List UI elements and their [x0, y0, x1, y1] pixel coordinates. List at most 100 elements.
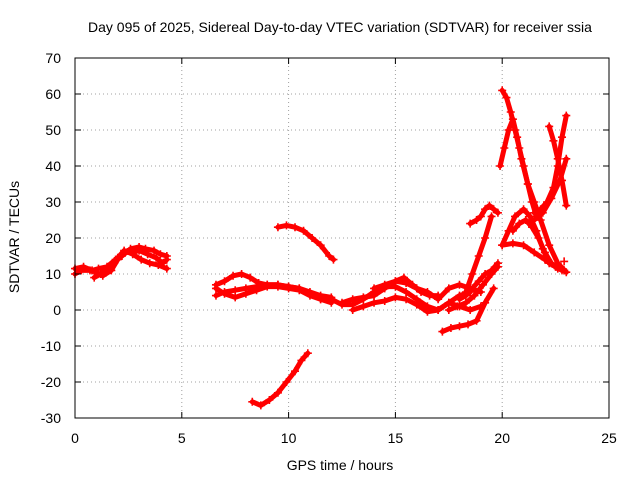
- data-point: [273, 388, 282, 397]
- data-point: [434, 295, 443, 304]
- data-point: [549, 136, 558, 145]
- data-point: [461, 298, 470, 307]
- data-point: [481, 270, 490, 278]
- data-point: [316, 241, 325, 250]
- data-point: [273, 223, 282, 232]
- data-point: [248, 397, 257, 406]
- data-point: [515, 219, 524, 228]
- data-point: [476, 212, 485, 221]
- data-point: [519, 205, 528, 214]
- data-point: [211, 291, 220, 300]
- data-point: [530, 216, 539, 224]
- series-trace: [91, 248, 170, 281]
- data-point: [468, 270, 477, 278]
- data-point: [540, 248, 549, 257]
- y-tick-label: 10: [45, 266, 61, 282]
- data-point: [562, 111, 571, 120]
- data-point: [359, 302, 368, 311]
- data-point: [303, 349, 312, 358]
- y-tick-label: -30: [41, 410, 61, 426]
- x-tick-label: 25: [601, 430, 617, 446]
- series-group: [71, 86, 571, 410]
- data-point: [282, 221, 291, 230]
- data-point: [273, 282, 282, 291]
- data-point: [237, 270, 246, 278]
- series-arc-7: [273, 221, 338, 264]
- data-point: [128, 250, 137, 259]
- data-point: [525, 212, 534, 221]
- data-point: [517, 154, 526, 163]
- data-point: [256, 401, 265, 410]
- data-point: [263, 282, 272, 291]
- x-tick-label: 20: [494, 430, 510, 446]
- data-point: [79, 262, 88, 271]
- data-point: [295, 286, 304, 295]
- data-point: [506, 108, 515, 116]
- data-point: [560, 266, 569, 275]
- data-point: [94, 264, 103, 273]
- y-tick-label: 50: [45, 122, 61, 138]
- data-point: [481, 298, 490, 307]
- data-point: [370, 284, 379, 293]
- data-point: [523, 180, 532, 188]
- data-point: [508, 239, 517, 248]
- series-arc-16: [466, 201, 502, 228]
- data-point: [246, 273, 255, 282]
- data-point: [538, 208, 547, 217]
- data-point: [474, 277, 483, 286]
- data-point: [438, 327, 447, 336]
- data-point: [252, 286, 261, 295]
- data-point: [444, 306, 453, 314]
- series-arc-13: [438, 284, 498, 336]
- data-point: [461, 288, 470, 296]
- data-point: [478, 280, 487, 289]
- data-point: [423, 288, 432, 296]
- data-point: [391, 293, 400, 302]
- series-arc-19: [496, 115, 571, 277]
- data-point: [231, 286, 240, 295]
- data-point: [489, 284, 498, 293]
- data-point: [489, 205, 498, 214]
- data-point: [547, 259, 556, 268]
- data-point: [504, 126, 513, 134]
- y-tick-label: -10: [41, 338, 61, 354]
- data-point: [325, 252, 334, 260]
- data-point: [297, 356, 306, 365]
- series-trace: [249, 350, 311, 408]
- data-point: [562, 154, 571, 163]
- y-tick-label: 30: [45, 194, 61, 210]
- data-point: [135, 243, 144, 251]
- data-point: [380, 297, 389, 305]
- series-arc-22: [508, 216, 569, 275]
- data-point: [545, 122, 554, 131]
- data-point: [534, 234, 543, 242]
- data-point: [487, 266, 496, 275]
- data-point: [96, 270, 105, 278]
- data-point: [498, 241, 507, 250]
- y-tick-label: 70: [45, 50, 61, 66]
- data-point: [496, 162, 505, 170]
- data-point: [553, 264, 562, 273]
- data-point: [466, 306, 475, 314]
- x-tick-label: 5: [178, 430, 186, 446]
- x-tick-label: 0: [71, 430, 79, 446]
- data-point: [434, 306, 443, 314]
- data-point: [291, 223, 300, 232]
- data-point: [402, 279, 411, 287]
- series-arc-8: [248, 349, 312, 410]
- data-point: [152, 253, 161, 262]
- data-point: [511, 212, 520, 221]
- data-point: [162, 264, 171, 273]
- data-point: [472, 216, 481, 224]
- x-axis-title: GPS time / hours: [287, 457, 394, 473]
- data-point: [412, 284, 421, 293]
- y-tick-label: -20: [41, 374, 61, 390]
- data-point: [558, 176, 567, 185]
- data-point: [105, 262, 114, 271]
- tick-marks: [74, 57, 610, 419]
- data-point: [530, 248, 539, 257]
- data-point: [455, 322, 464, 331]
- data-point: [528, 223, 537, 232]
